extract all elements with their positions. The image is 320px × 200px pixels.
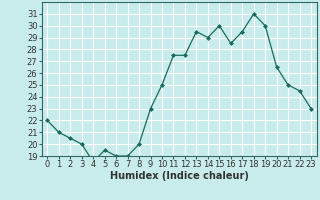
X-axis label: Humidex (Indice chaleur): Humidex (Indice chaleur)	[110, 171, 249, 181]
